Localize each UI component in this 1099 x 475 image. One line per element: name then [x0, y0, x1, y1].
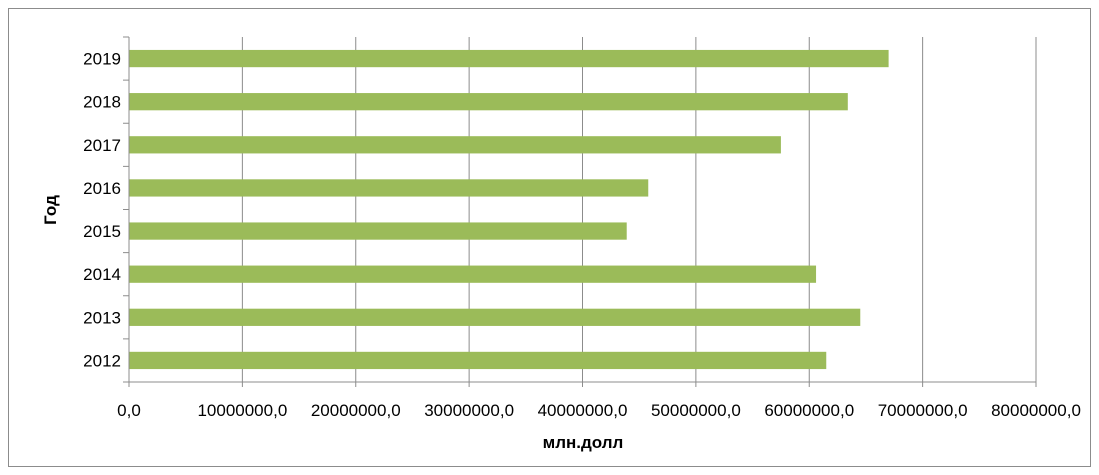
- y-tick-label: 2019: [83, 50, 121, 69]
- y-tick-label: 2017: [83, 136, 121, 155]
- bar-2014: [129, 265, 817, 283]
- y-tick-label: 2016: [83, 179, 121, 198]
- y-tick-label: 2018: [83, 93, 121, 112]
- bar-2016: [129, 179, 649, 197]
- bar-2018: [129, 93, 848, 111]
- bar-2019: [129, 49, 889, 68]
- y-tick-label: 2014: [83, 265, 121, 284]
- bar-2013: [129, 308, 861, 326]
- x-tick-label: 20000000,0: [311, 401, 401, 420]
- y-tick-label: 2013: [83, 308, 121, 327]
- x-tick-label: 70000000,0: [878, 401, 968, 420]
- bar-2017: [129, 136, 781, 154]
- x-tick-label: 0,0: [117, 401, 141, 420]
- y-axis-title: Год: [41, 195, 60, 225]
- x-tick-label: 50000000,0: [651, 401, 741, 420]
- x-tick-label: 10000000,0: [197, 401, 287, 420]
- axes: [123, 36, 1037, 387]
- x-tick-label: 60000000,0: [764, 401, 854, 420]
- grid-lines: [241, 37, 1037, 382]
- y-tick-label: 2012: [83, 351, 121, 370]
- x-tick-label: 40000000,0: [538, 401, 628, 420]
- tick-labels: 0,0 10000000,0 20000000,0 30000000,0 4000000…: [83, 50, 1081, 420]
- bars: [129, 49, 889, 370]
- bar-2012: [129, 351, 827, 370]
- x-tick-label: 30000000,0: [424, 401, 514, 420]
- x-tick-label: 80000000,0: [991, 401, 1081, 420]
- bar-2015: [129, 222, 627, 240]
- y-tick-label: 2015: [83, 222, 121, 241]
- x-axis-title: млн.долл: [543, 433, 624, 452]
